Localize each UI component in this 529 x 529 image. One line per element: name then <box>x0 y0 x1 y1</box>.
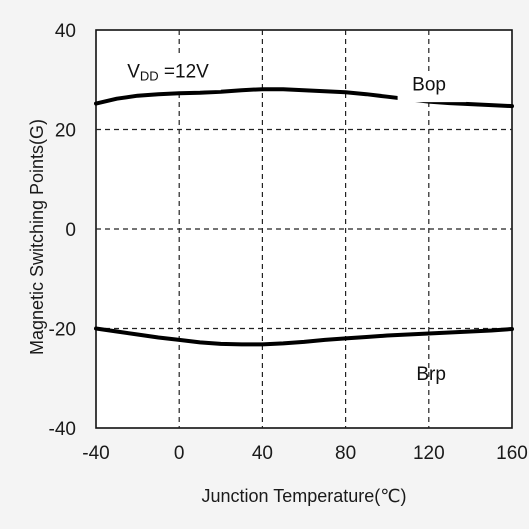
annotation-layer: VDD =12V Bop Brp <box>127 61 446 385</box>
y-tick-label: -20 <box>49 320 76 341</box>
label-mask-layer <box>108 54 467 103</box>
bop-label-mask <box>397 72 467 103</box>
y-tick-label: 20 <box>55 121 76 142</box>
x-tick-label: 80 <box>335 443 356 464</box>
condition-label: VDD =12V <box>127 61 209 83</box>
y-tick-label: 40 <box>55 21 76 42</box>
series-line-bop <box>94 87 514 109</box>
condition-label-mask <box>108 54 221 91</box>
x-tick-label: 0 <box>174 443 185 464</box>
x-tick-label: 40 <box>252 443 273 464</box>
y-tick-label: -40 <box>49 419 76 440</box>
series-line-brp <box>94 326 514 347</box>
x-tick-label: -40 <box>82 443 109 464</box>
x-tick-label: 160 <box>496 443 528 464</box>
series-label-brp: Brp <box>416 364 446 385</box>
grid-layer <box>96 30 512 428</box>
x-tick-label: 120 <box>413 443 445 464</box>
x-tick-labels: -40 0 40 80 120 160 <box>82 443 528 464</box>
y-tick-labels: 40 20 0 -20 -40 <box>49 21 76 440</box>
series-label-bop: Bop <box>412 75 446 96</box>
series-layer <box>94 87 514 347</box>
y-axis-title: Magnetic Switching Points(G) <box>27 119 47 355</box>
y-tick-label: 0 <box>65 220 76 241</box>
x-axis-title: Junction Temperature(℃) <box>202 486 407 506</box>
